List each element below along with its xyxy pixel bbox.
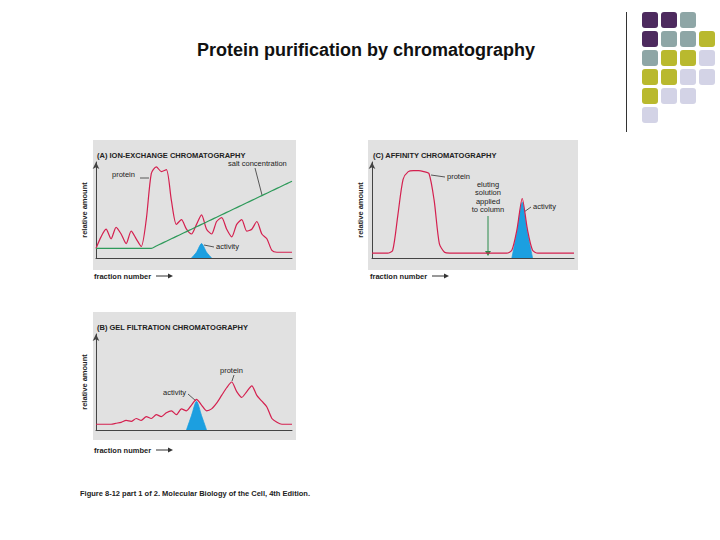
svg-text:relative amount: relative amount	[80, 354, 89, 410]
svg-text:fraction number: fraction number	[94, 272, 151, 281]
html-text:Protein purification by chroma: Protein purification by chromatography	[197, 40, 535, 60]
svg-text:salt concentration: salt concentration	[228, 159, 287, 168]
svg-text:(B) GEL FILTRATION CHROMATOGRA: (B) GEL FILTRATION CHROMATOGRAPHY	[97, 323, 248, 332]
svg-text:activity: activity	[533, 202, 556, 211]
html-text:Figure 8-12 part 1 of 2. Molec: Figure 8-12 part 1 of 2. Molecular Biolo…	[80, 489, 310, 498]
svg-text:eluting: eluting	[476, 179, 500, 189]
svg-text:relative amount: relative amount	[80, 182, 89, 238]
svg-text:to column: to column	[472, 205, 505, 214]
svg-text:(A) ION-EXCHANGE CHROMATOGRAPH: (A) ION-EXCHANGE CHROMATOGRAPHY	[97, 151, 245, 160]
svg-text:applied: applied	[475, 196, 501, 206]
svg-text:activity: activity	[163, 388, 186, 397]
svg-text:(C) AFFINITY CHROMATOGRAPHY: (C) AFFINITY CHROMATOGRAPHY	[373, 151, 496, 160]
svg-text:relative amount: relative amount	[356, 182, 365, 238]
svg-text:fraction number: fraction number	[94, 446, 151, 455]
svg-text:protein: protein	[447, 172, 470, 181]
svg-text:protein: protein	[112, 170, 135, 179]
svg-text:fraction number: fraction number	[370, 272, 427, 281]
svg-text:protein: protein	[220, 366, 243, 375]
svg-text:solution: solution	[475, 188, 501, 198]
svg-text:activity: activity	[216, 242, 239, 251]
